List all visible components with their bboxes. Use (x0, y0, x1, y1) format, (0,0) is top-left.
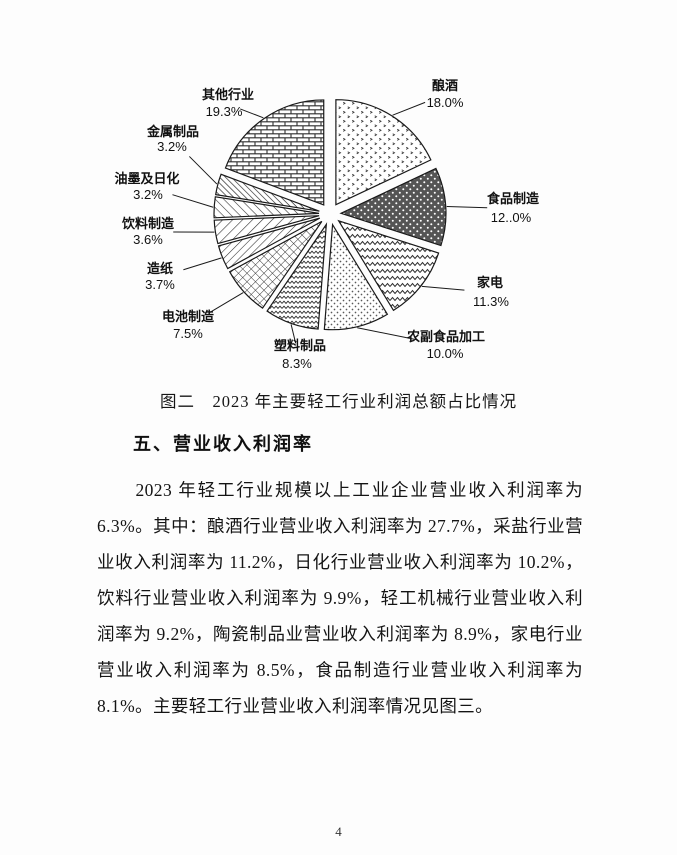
slice-label: 金属制品 (146, 124, 199, 139)
leader-line (240, 108, 264, 119)
leader-line (446, 205, 488, 209)
slice-label: 油墨及日化 (114, 171, 179, 186)
leader-line (421, 285, 465, 291)
slice-value: 3.7% (145, 277, 175, 292)
body-paragraph: 2023 年轻工行业规模以上工业企业营业收入利润率为 6.3%。其中：酿酒行业营… (97, 480, 583, 716)
slice-value: 12..0% (491, 210, 532, 225)
slice-label: 塑料制品 (274, 338, 326, 353)
slice-label: 家电 (477, 275, 503, 290)
leader-line (392, 101, 426, 116)
pie-slice-7 (213, 215, 320, 245)
page-number: 4 (335, 824, 342, 839)
pie-slice-8 (213, 196, 320, 219)
slice-label: 电池制造 (162, 309, 215, 324)
leader-line (172, 194, 214, 208)
slice-value: 3.6% (133, 232, 163, 247)
leader-line (290, 324, 297, 344)
pie-slice-2 (337, 219, 440, 312)
pie-slice-10 (224, 99, 325, 206)
slice-value: 7.5% (173, 326, 203, 341)
pie-slice-1 (339, 167, 447, 247)
slice-value: 8.3% (282, 356, 312, 371)
slice-value: 10.0% (427, 346, 464, 361)
pie-slice-3 (323, 222, 389, 331)
leader-line (357, 327, 419, 341)
slice-label: 酿酒 (432, 78, 458, 93)
slice-value: 18.0% (427, 95, 464, 110)
slice-label: 造纸 (147, 261, 173, 276)
slice-value: 19.3% (206, 104, 243, 119)
slice-label: 饮料制造 (121, 216, 175, 231)
pie-slice-5 (228, 220, 323, 309)
leader-line (183, 257, 222, 271)
leader-line (189, 156, 218, 185)
slice-value: 3.2% (157, 139, 187, 154)
leader-line (208, 292, 244, 314)
pie-slice-9 (214, 173, 320, 212)
profit-share-pie-chart: 酿酒 18.0% 食品制造 12..0% 家电 11.3% 农副食品加工 10.0% 塑料制品 8… (114, 78, 540, 371)
pie-slice-0 (335, 99, 432, 206)
section-heading: 五、营业收入利润率 (133, 434, 313, 454)
slice-value: 3.2% (133, 187, 163, 202)
slice-label: 食品制造 (487, 191, 540, 206)
slice-value: 11.3% (473, 294, 509, 309)
slice-label: 其他行业 (202, 87, 254, 102)
pie-slice-6 (217, 217, 321, 270)
pie-slice-4 (266, 222, 328, 330)
slice-label: 农副食品加工 (406, 329, 485, 344)
figure-caption: 图二 2023 年主要轻工行业利润总额占比情况 (159, 392, 518, 411)
